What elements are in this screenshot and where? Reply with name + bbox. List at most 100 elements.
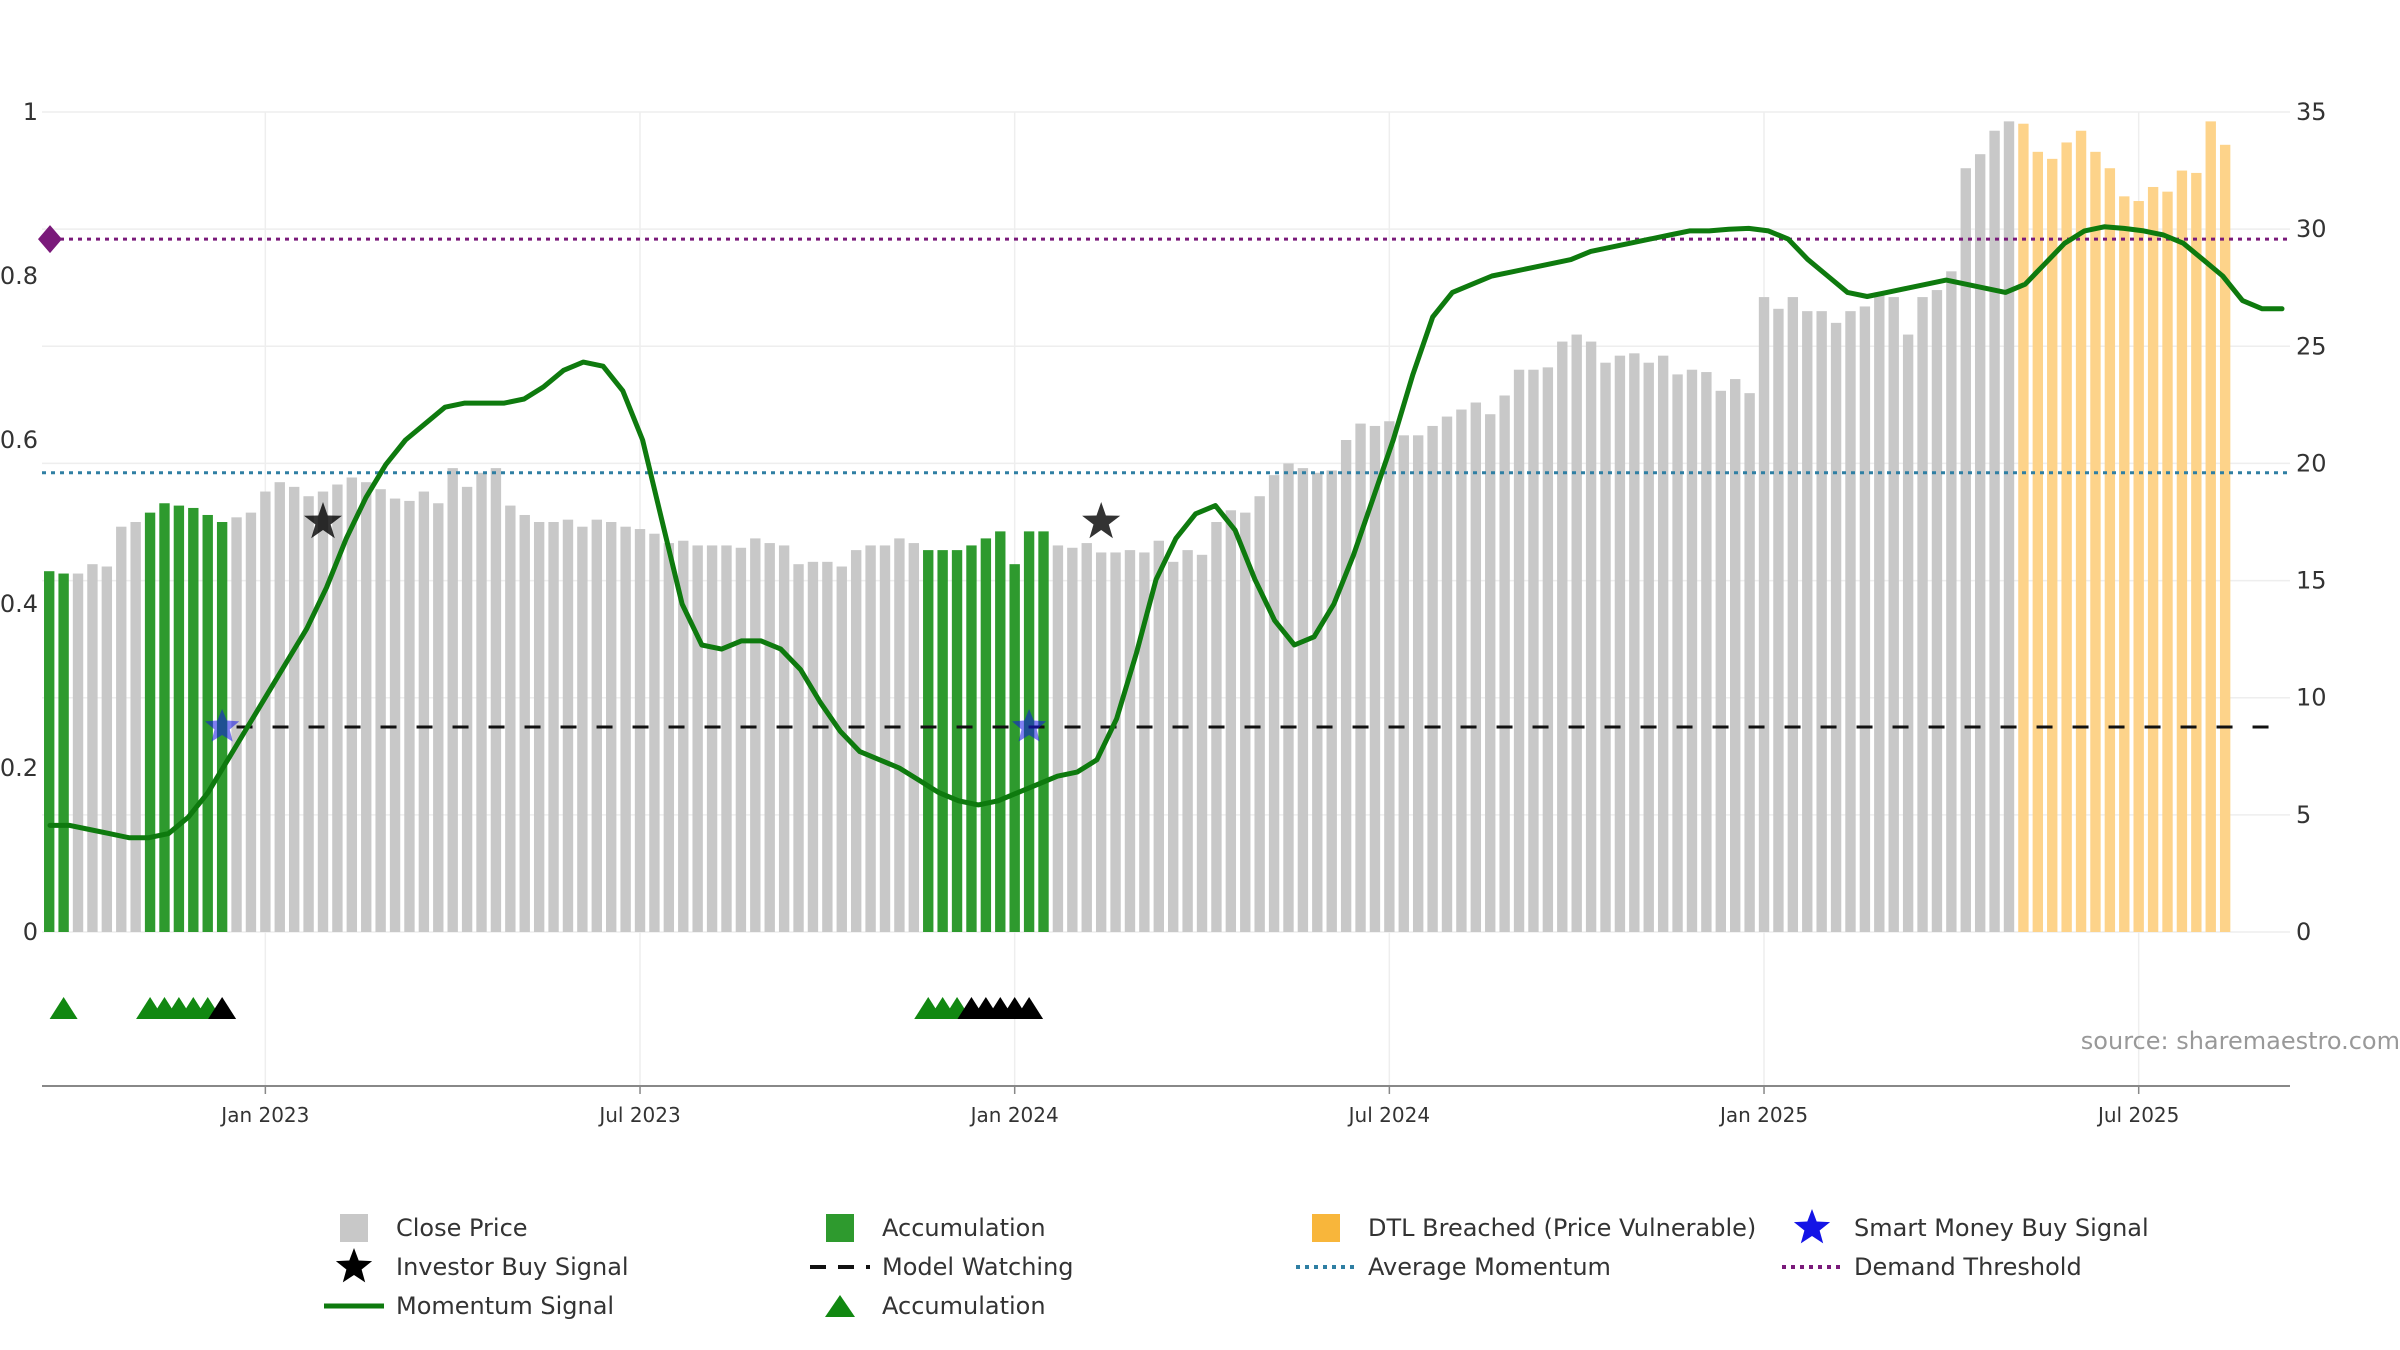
close-price-bar <box>620 526 631 932</box>
close-price-bar <box>2018 123 2029 932</box>
close-price-bar <box>1629 353 1640 932</box>
close-price-bar <box>58 573 69 932</box>
close-price-bar <box>2090 151 2101 933</box>
close-price-bar <box>1946 271 1957 932</box>
close-price-bar <box>1557 341 1568 933</box>
close-price-bar <box>1196 554 1208 932</box>
close-price-bar <box>678 540 689 932</box>
close-price-bar <box>1902 334 1914 933</box>
close-price-bar <box>1614 355 1626 933</box>
close-price-bar <box>995 531 1006 932</box>
legend-label: Investor Buy Signal <box>396 1253 629 1281</box>
close-price-bar <box>490 468 502 932</box>
close-price-bar <box>2147 186 2159 932</box>
close-price-bar <box>1412 435 1424 932</box>
legend-symbol-close-price <box>340 1214 368 1242</box>
close-price-bar <box>1153 540 1164 932</box>
close-price-bar <box>1542 367 1554 932</box>
close-price-bar <box>1845 311 1856 933</box>
close-price-bar <box>2219 144 2231 933</box>
close-price-bar <box>1917 297 1928 933</box>
right-axis-tick: 30 <box>2296 215 2327 243</box>
close-price-bar <box>894 538 905 932</box>
right-axis-tick: 0 <box>2296 918 2311 946</box>
legend-symbol-investor-star <box>335 1248 373 1283</box>
close-price-bar <box>44 571 55 932</box>
close-price-bar <box>1312 472 1323 932</box>
close-price-bars <box>44 121 2231 933</box>
close-price-bar <box>1168 561 1179 932</box>
close-price-bar <box>1009 564 1020 932</box>
close-price-bar <box>260 491 271 932</box>
close-price-bar <box>1268 475 1280 932</box>
close-price-bar <box>865 545 876 932</box>
source-label: source: sharemaestro.com <box>2081 1027 2400 1055</box>
close-price-bar <box>2075 130 2087 932</box>
accumulation-triangle <box>208 997 237 1019</box>
close-price-bar <box>2047 158 2058 932</box>
smart-money-buy-star <box>1012 709 1047 742</box>
close-price-bar <box>1456 409 1467 932</box>
close-price-bar <box>332 484 343 932</box>
close-price-bar <box>1686 369 1698 932</box>
close-price-bar <box>879 545 891 932</box>
x-axis-tick: Jan 2023 <box>219 1103 309 1127</box>
close-price-bar <box>2104 168 2116 932</box>
close-price-bar <box>577 526 588 932</box>
close-price-bar <box>1254 496 1265 932</box>
close-price-bar <box>1283 463 1294 932</box>
legend-label: DTL Breached (Price Vulnerable) <box>1368 1214 1756 1242</box>
momentum-signal-line <box>47 224 2285 841</box>
close-price-bar <box>1240 512 1251 932</box>
close-price-bar <box>418 491 430 932</box>
demand-threshold-marker <box>38 225 62 254</box>
close-price-bar <box>649 533 660 932</box>
close-price-bar <box>1340 440 1352 932</box>
close-price-bar <box>389 498 401 932</box>
close-price-bar <box>1672 374 1683 932</box>
close-price-bar <box>1888 297 1899 933</box>
close-price-bar <box>548 522 559 932</box>
close-price-bar <box>692 545 703 932</box>
close-price-bar <box>706 545 718 932</box>
x-axis-tick: Jul 2023 <box>597 1103 680 1127</box>
close-price-bar <box>130 522 141 932</box>
close-price-bar <box>2061 142 2072 932</box>
legend-label: Accumulation <box>882 1214 1046 1242</box>
close-price-bar <box>2205 121 2216 932</box>
close-price-bar <box>1787 297 1799 933</box>
close-price-bar <box>1657 355 1669 933</box>
investor-buy-star <box>1082 502 1121 539</box>
close-price-bar <box>1081 543 1092 932</box>
left-axis-tick: 0.6 <box>0 426 38 454</box>
left-axis-tick: 0 <box>23 918 38 946</box>
close-price-bar <box>375 489 386 932</box>
left-axis-tick: 0.2 <box>0 754 38 782</box>
close-price-bar <box>346 477 358 932</box>
close-price-bar <box>937 550 948 932</box>
accumulation-triangle <box>1015 997 1044 1019</box>
close-price-bar <box>288 486 300 932</box>
close-price-bar <box>1830 322 1842 932</box>
close-price-bar <box>2032 151 2044 933</box>
close-price-bar <box>1427 425 1438 932</box>
close-price-bar <box>1600 362 1611 933</box>
close-price-bar <box>1326 470 1337 932</box>
close-price-bar <box>1124 550 1136 932</box>
close-price-bar <box>1384 421 1395 932</box>
right-axis-tick: 20 <box>2296 449 2327 477</box>
close-price-bar <box>317 491 329 932</box>
close-price-bar <box>1297 468 1309 932</box>
close-price-bar <box>1139 552 1150 932</box>
close-price-bar <box>1701 372 1712 932</box>
close-price-bar <box>663 543 675 932</box>
buy-signals <box>205 502 1121 742</box>
close-price-bar <box>144 512 156 932</box>
close-price-bar <box>101 566 113 932</box>
close-price-bar <box>159 503 170 932</box>
close-price-bar <box>1874 292 1885 932</box>
legend-label: Momentum Signal <box>396 1292 614 1320</box>
legend-label: Smart Money Buy Signal <box>1854 1214 2149 1242</box>
close-price-bar <box>231 517 242 932</box>
